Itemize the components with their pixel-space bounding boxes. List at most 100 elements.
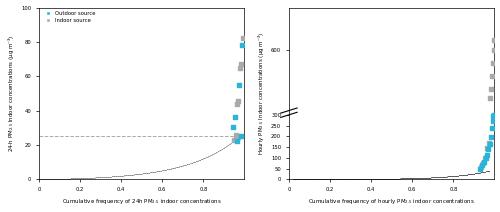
Point	[230, 139, 237, 143]
Point	[325, 177, 333, 181]
Point	[40, 177, 48, 181]
Point	[381, 177, 389, 180]
Point	[326, 177, 334, 181]
Point	[294, 177, 302, 181]
Point	[385, 177, 393, 180]
Point	[406, 177, 413, 180]
Point	[164, 167, 172, 171]
Point	[197, 158, 205, 161]
Point	[316, 177, 324, 181]
Point	[466, 173, 474, 176]
Point	[431, 176, 439, 179]
Point	[58, 177, 66, 180]
Point	[297, 177, 305, 181]
Point	[445, 175, 453, 178]
Point	[328, 177, 336, 181]
Point	[52, 177, 60, 181]
Point	[442, 175, 450, 178]
Point	[419, 176, 427, 180]
Point	[410, 176, 418, 180]
Point	[479, 162, 487, 165]
Point	[376, 177, 384, 181]
Point	[184, 162, 192, 166]
Point	[202, 156, 210, 159]
Point	[238, 135, 246, 138]
Point	[130, 173, 138, 176]
Point	[365, 177, 373, 181]
Point	[416, 176, 424, 180]
Point	[348, 177, 356, 181]
Point	[401, 177, 409, 180]
Point	[54, 177, 62, 181]
Point	[113, 174, 121, 178]
Point	[154, 169, 162, 173]
Point	[418, 176, 426, 180]
Point	[61, 177, 69, 180]
Point	[490, 113, 498, 117]
Point	[40, 177, 48, 181]
Point	[336, 177, 344, 181]
Point	[128, 173, 136, 176]
Point	[192, 160, 200, 163]
Point	[97, 176, 105, 179]
Point	[478, 170, 486, 174]
Point	[389, 177, 397, 180]
Point	[457, 174, 465, 177]
Point	[190, 160, 198, 163]
Point	[50, 177, 58, 181]
Point	[88, 176, 96, 179]
Point	[310, 177, 318, 181]
Point	[58, 177, 66, 180]
Point	[449, 174, 457, 178]
Point	[314, 177, 322, 181]
Point	[342, 177, 349, 181]
Point	[82, 176, 90, 180]
Point	[368, 177, 376, 181]
Point	[432, 176, 440, 179]
Point	[378, 177, 386, 180]
Point	[469, 172, 477, 175]
Point	[312, 177, 320, 181]
Point	[99, 175, 107, 179]
Point	[301, 177, 309, 181]
Point	[358, 177, 366, 181]
Point	[326, 177, 334, 181]
Point	[352, 177, 360, 181]
Point	[472, 172, 480, 175]
Point	[326, 177, 334, 181]
Point	[475, 171, 483, 174]
Point	[335, 177, 343, 181]
Point	[384, 177, 392, 180]
Point	[304, 177, 312, 181]
Point	[484, 169, 492, 173]
Point	[376, 177, 384, 181]
Point	[333, 177, 341, 181]
Point	[435, 175, 443, 179]
Point	[232, 138, 239, 141]
Point	[96, 176, 104, 179]
Point	[483, 153, 491, 156]
Point	[450, 174, 458, 178]
Point	[116, 174, 124, 178]
Point	[490, 38, 498, 41]
Point	[475, 171, 483, 174]
Point	[306, 177, 314, 181]
Point	[184, 162, 192, 166]
Point	[392, 177, 400, 180]
Point	[308, 177, 316, 181]
Point	[460, 173, 468, 177]
Point	[449, 174, 457, 178]
Point	[365, 177, 373, 181]
Point	[484, 169, 492, 173]
Point	[215, 149, 223, 152]
Point	[471, 172, 479, 175]
Point	[442, 175, 450, 178]
Point	[484, 169, 492, 173]
Point	[135, 172, 143, 176]
Point	[296, 177, 304, 181]
Point	[290, 178, 298, 181]
Point	[332, 177, 340, 181]
Point	[436, 175, 444, 179]
Point	[213, 150, 221, 153]
Point	[336, 177, 344, 181]
